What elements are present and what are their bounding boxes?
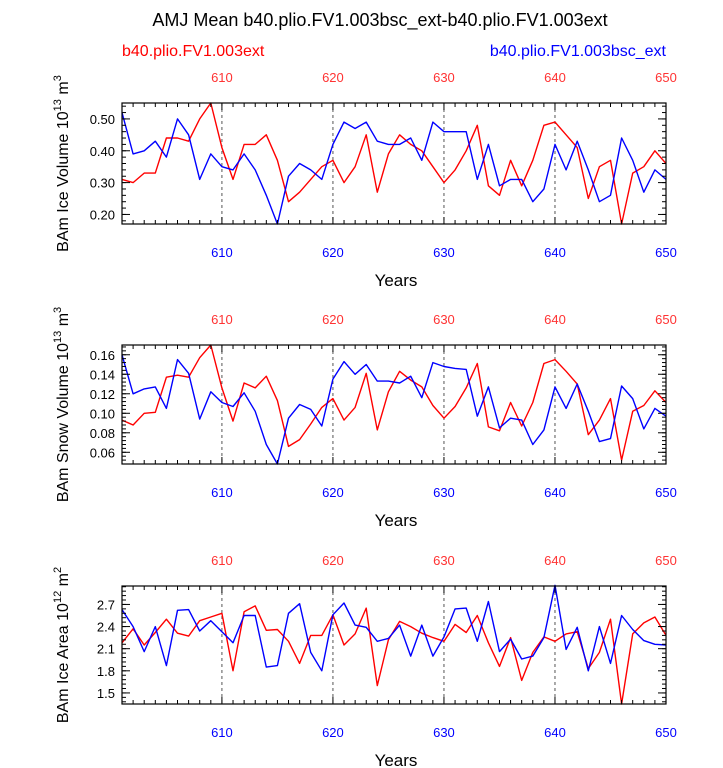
x-tick-label-bottom: 640: [544, 245, 566, 260]
x-tick-label-bottom: 610: [211, 725, 233, 740]
y-axis-label-text: BAm Snow Volume 10: [55, 343, 72, 502]
x-tick-label-top: 640: [544, 553, 566, 568]
x-axis-label: Years: [375, 751, 418, 768]
x-tick-label-bottom: 630: [433, 725, 455, 740]
legend-red-series: b40.plio.FV1.003ext: [122, 43, 265, 60]
y-tick-label: 2.7: [97, 597, 115, 612]
x-tick-label-bottom: 640: [544, 725, 566, 740]
y-axis-label-superscript: 12: [52, 591, 64, 603]
x-tick-label-bottom: 630: [433, 245, 455, 260]
y-tick-label: 0.40: [90, 144, 115, 159]
y-axis-label-superscript: 3: [52, 75, 64, 81]
x-tick-label-top: 610: [211, 312, 233, 327]
x-tick-label-top: 630: [433, 70, 455, 85]
y-tick-label: 0.16: [90, 348, 115, 363]
y-axis-label-text: BAm Ice Area 10: [55, 603, 72, 723]
x-tick-label-top: 630: [433, 312, 455, 327]
x-axis-label: Years: [375, 271, 418, 290]
y-tick-label: 0.06: [90, 445, 115, 460]
y-tick-label: 0.30: [90, 176, 115, 191]
plot-frame: [121, 344, 667, 465]
chart-panel-1: 0.20 0.30 0.40 0.50 610 610 620 620 630 630 640 640…: [52, 70, 677, 290]
y-tick-label: 0.12: [90, 387, 115, 402]
y-axis-label-text: m: [55, 313, 72, 331]
chart-panel-2: 0.06 0.08 0.10 0.12 0.14 0.16 610 610 620 620 630 6…: [52, 307, 677, 530]
x-tick-label-top: 620: [322, 312, 344, 327]
y-axis-label-text: m: [55, 573, 72, 591]
x-tick-label-top: 650: [655, 70, 677, 85]
x-tick-label-bottom: 650: [655, 725, 677, 740]
x-tick-label-top: 640: [544, 312, 566, 327]
x-tick-label-bottom: 630: [433, 485, 455, 500]
chart-panel-3: 1.5 1.8 2.1 2.4 2.7 610 610 620 620 630 630 640 640 6…: [52, 553, 677, 768]
y-axis-label-text: m: [55, 81, 72, 99]
x-tick-label-top: 620: [322, 70, 344, 85]
x-tick-label-bottom: 650: [655, 485, 677, 500]
x-tick-label-top: 650: [655, 553, 677, 568]
figure-title: AMJ Mean b40.plio.FV1.003bsc_ext-b40.pli…: [152, 10, 607, 31]
x-axis-label: Years: [375, 511, 418, 530]
y-axis-label-superscript: 3: [52, 307, 64, 313]
x-tick-label-bottom: 620: [322, 245, 344, 260]
y-tick-label: 0.14: [90, 367, 115, 382]
y-tick-label: 0.50: [90, 112, 115, 127]
x-tick-label-top: 610: [211, 70, 233, 85]
y-axis-label: BAm Snow Volume 1013 m3: [52, 307, 72, 502]
y-axis-label-superscript: 13: [52, 99, 64, 111]
series-line-red: [121, 102, 667, 225]
y-axis-label: BAm Ice Area 1012 m2: [52, 567, 72, 723]
x-tick-label-bottom: 650: [655, 245, 677, 260]
y-tick-label: 2.4: [97, 620, 115, 635]
x-tick-label-top: 630: [433, 553, 455, 568]
x-tick-label-top: 640: [544, 70, 566, 85]
x-tick-label-bottom: 610: [211, 485, 233, 500]
y-axis-label-superscript: 13: [52, 331, 64, 343]
legend-blue-series: b40.plio.FV1.003bsc_ext: [490, 43, 667, 60]
x-tick-label-top: 620: [322, 553, 344, 568]
x-tick-label-bottom: 640: [544, 485, 566, 500]
y-tick-label: 0.08: [90, 426, 115, 441]
series-line-blue: [121, 354, 667, 465]
y-tick-label: 1.5: [97, 686, 115, 701]
y-tick-label: 0.10: [90, 406, 115, 421]
series-line-blue: [121, 112, 667, 225]
y-tick-label: 2.1: [97, 642, 115, 657]
plot-frame: [121, 102, 667, 225]
x-tick-label-top: 650: [655, 312, 677, 327]
x-tick-label-bottom: 620: [322, 725, 344, 740]
y-axis-label-text: BAm Ice Volume 10: [55, 111, 72, 252]
y-tick-label: 0.20: [90, 207, 115, 222]
x-tick-label-top: 610: [211, 553, 233, 568]
plot-frame: [121, 585, 667, 705]
series-line-blue: [121, 584, 667, 672]
x-tick-label-bottom: 610: [211, 245, 233, 260]
y-axis-label: BAm Ice Volume 1013 m3: [52, 75, 72, 252]
y-tick-label: 1.8: [97, 664, 115, 679]
y-axis-label-superscript: 2: [52, 567, 64, 573]
x-tick-label-bottom: 620: [322, 485, 344, 500]
